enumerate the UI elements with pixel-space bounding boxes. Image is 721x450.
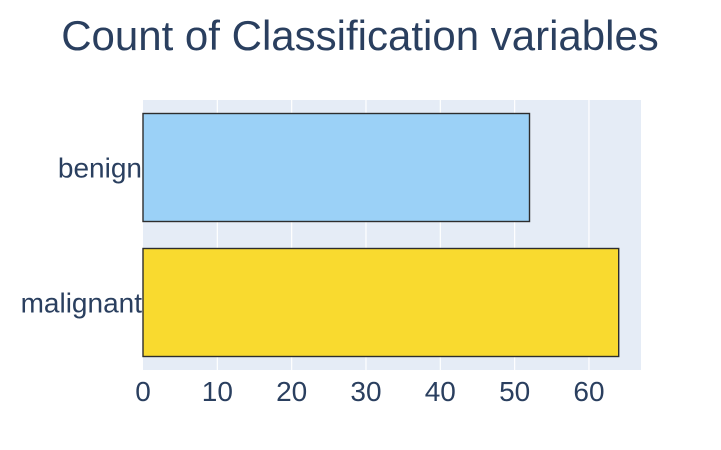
y-tick-label: malignant [21,288,143,319]
chart-title: Count of Classification variables [61,12,659,59]
x-tick-label: 20 [276,376,307,407]
x-tick-label: 30 [350,376,381,407]
bar-benign [142,112,531,223]
bar-malignant [142,247,620,358]
x-tick-labels: 0 10 20 30 40 50 60 [135,376,604,407]
bars [142,112,620,358]
x-tick-label: 60 [573,376,604,407]
y-tick-labels: benign malignant [21,153,143,319]
y-tick-label: benign [58,153,142,184]
x-tick-label: 10 [202,376,233,407]
x-tick-label: 40 [425,376,456,407]
x-tick-label: 50 [499,376,530,407]
x-tick-label: 0 [135,376,151,407]
